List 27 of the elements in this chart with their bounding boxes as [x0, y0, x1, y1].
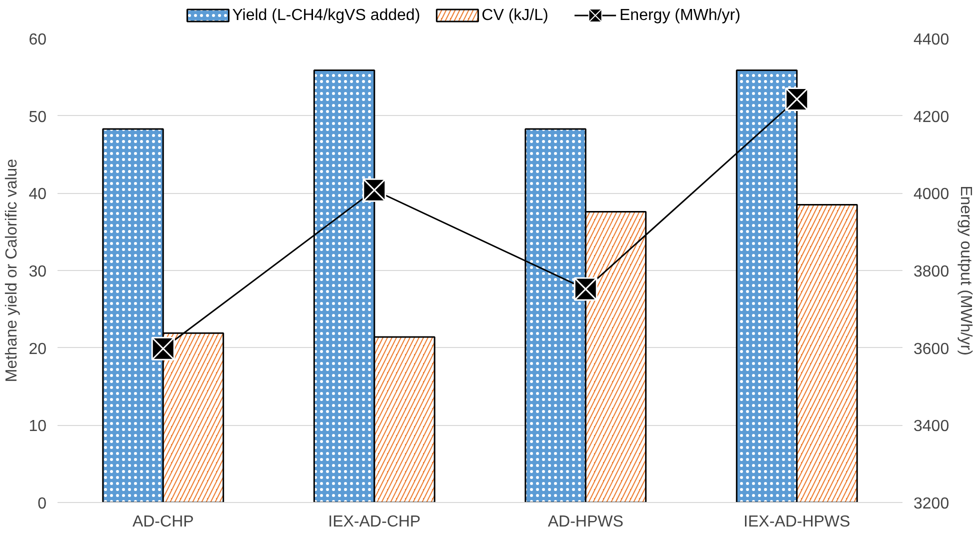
x-tick-label: IEX-AD-CHP [328, 514, 421, 530]
x-tick-label: AD-CHP [132, 514, 194, 530]
y-tick-label: 60 [28, 32, 47, 48]
y2-tick-label: 4200 [914, 108, 950, 126]
legend-label: Yield (L-CH4/kgVS added) [232, 7, 420, 24]
point [362, 178, 386, 202]
y2-tick-label: 4000 [914, 186, 950, 204]
y2-tick-label: 3800 [914, 264, 950, 280]
x-tick-label: IEX-AD-HPWS [744, 514, 850, 530]
y-tick-label: 20 [28, 340, 47, 358]
y-tick-label: 40 [28, 186, 47, 204]
y-tick-label: 10 [28, 418, 47, 436]
y-axis-title: Methane yield or Calorific value [4, 158, 21, 382]
y-tick-label: 30 [28, 264, 47, 280]
legend-label: Energy (MWh/yr) [620, 7, 740, 24]
y2-tick-label: 3600 [914, 340, 950, 358]
point [785, 87, 809, 111]
y-tick-label: 50 [28, 108, 47, 126]
x-tick-label: AD-HPWS [548, 514, 624, 530]
y2-tick-label: 4400 [914, 32, 950, 48]
point [574, 277, 598, 301]
legend-label: CV (kJ/L) [482, 7, 548, 24]
y-tick-label: 0 [38, 496, 47, 512]
y2-axis-title: Energy output (MWh/yr) [957, 186, 974, 356]
y2-tick-label: 3200 [914, 496, 950, 512]
y2-tick-label: 3400 [914, 418, 950, 436]
point [151, 336, 175, 360]
